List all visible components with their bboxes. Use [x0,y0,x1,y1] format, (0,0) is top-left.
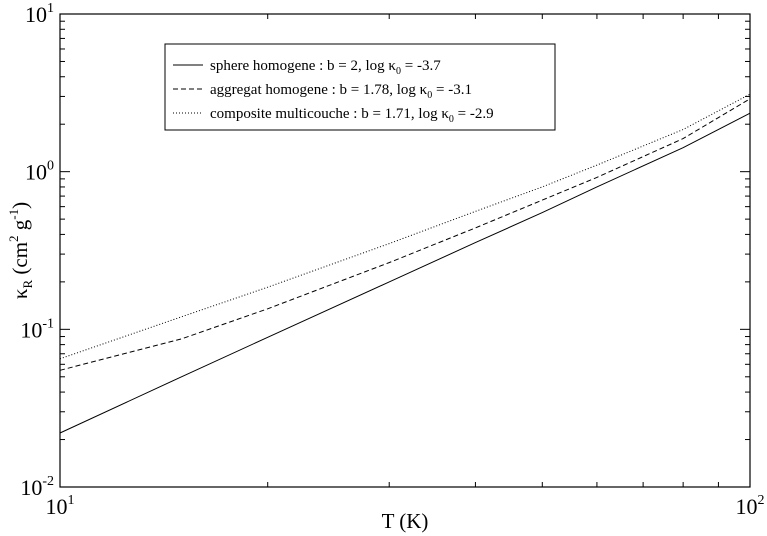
x-tick-label: 102 [736,493,765,519]
y-tick-label: 10-1 [20,316,54,342]
y-axis-title: κR (cm2 g-1) [6,202,35,299]
axis-ticks: 10-2 10-1 100 101 101 102 [20,1,764,519]
y-tick-label: 101 [25,1,54,27]
legend-entry-composite: composite multicouche : b = 1.71, log κ0… [210,106,494,125]
series-line-sphere-homogene [59,112,751,434]
series-line-composite-multicouche [59,93,751,360]
legend-entry-aggregat: aggregat homogene : b = 1.78, log κ0 = -… [210,82,472,101]
legend-box [164,43,556,131]
legend: sphere homogene : b = 2, log κ0 = -3.7 a… [164,43,556,131]
y-tick-label: 10-2 [20,474,54,500]
x-axis-title: T (K) [382,509,429,533]
plot-frame [59,13,751,488]
series-line-aggregat-homogene [59,98,751,371]
series-layer [59,93,751,434]
x-tick-label: 101 [46,493,75,519]
y-tick-label: 100 [25,159,54,185]
legend-entry-sphere: sphere homogene : b = 2, log κ0 = -3.7 [210,58,441,77]
